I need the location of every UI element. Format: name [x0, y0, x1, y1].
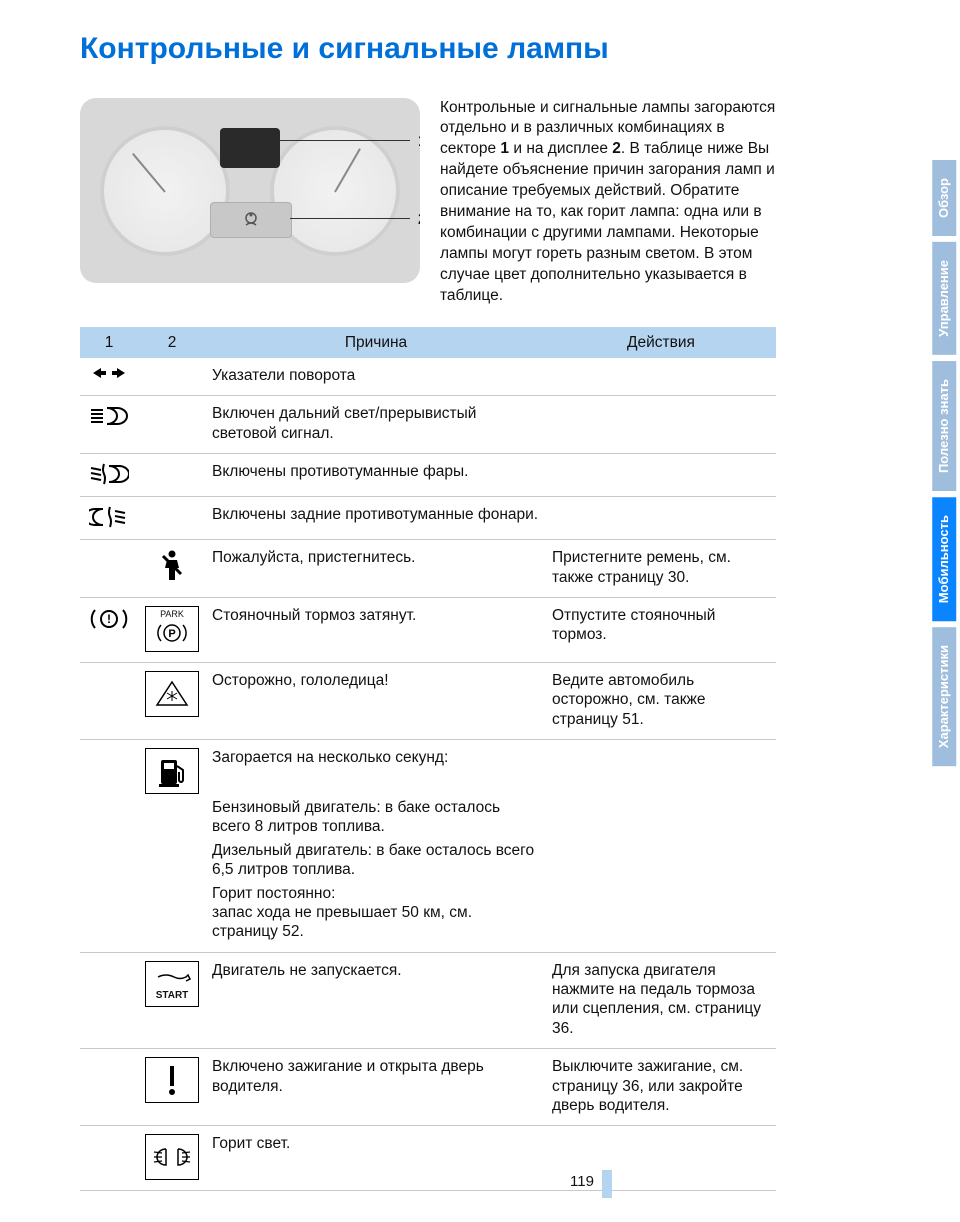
- action-cell: Отпустите стояночный тормоз.: [546, 597, 776, 662]
- cause-cell: Включено зажигание и открыта дверь водит…: [206, 1049, 546, 1126]
- action-cell: [546, 454, 776, 497]
- svg-text:P: P: [168, 628, 175, 640]
- page-number-accent: [602, 1170, 612, 1198]
- callout-2: 2: [418, 210, 420, 230]
- cause-cell: Включен дальний свет/прерывистый светово…: [206, 396, 546, 454]
- fuel-icon: [144, 748, 200, 794]
- th-col2: 2: [138, 327, 206, 358]
- brakewarn-icon: !: [86, 606, 132, 632]
- action-cell: Пристегните ремень, см. также страницу 3…: [546, 540, 776, 598]
- page-content: Контрольные и сигнальные лампы 1 2 MV040…: [0, 0, 876, 1191]
- ice-icon: [144, 671, 200, 717]
- section-tabs: Обзор Управление Полезно знать Мобильность Х…: [932, 160, 960, 772]
- th-cause: Причина: [206, 327, 546, 358]
- cause-cell: Горит свет.: [206, 1126, 546, 1191]
- table-row: Осторожно, гололедица!Ведите автомобиль …: [80, 662, 776, 739]
- section-tab[interactable]: Управление: [932, 242, 956, 355]
- page-number: 119: [570, 1173, 594, 1192]
- intro-row: 1 2 MV040380CMA Контрольные и сигнальные…: [80, 98, 776, 307]
- table-row: Пожалуйста, пристегнитесь.Пристегните ре…: [80, 540, 776, 598]
- th-col1: 1: [80, 327, 138, 358]
- table-row: Горит свет.: [80, 1126, 776, 1191]
- start-icon: START: [144, 961, 200, 1007]
- table-row: Бензиновый двигатель: в баке осталось вс…: [80, 796, 776, 839]
- page-title: Контрольные и сигнальные лампы: [80, 30, 776, 68]
- action-cell: Ведите автомобиль осторожно, см. также с…: [546, 662, 776, 739]
- excl-icon: [144, 1057, 200, 1103]
- callout-1: 1: [418, 132, 420, 152]
- cause-cell: Загорается на несколько секунд:: [206, 740, 546, 797]
- table-row: Включен дальний свет/прерывистый светово…: [80, 396, 776, 454]
- cause-cell: Горит постоянно: запас хода не превышает…: [206, 882, 546, 953]
- svg-text:!: !: [107, 612, 111, 626]
- fogrear-icon: [86, 505, 132, 529]
- section-tab[interactable]: Характеристики: [932, 627, 956, 766]
- cause-cell: Включены противотуманные фары.: [206, 454, 546, 497]
- seatbelt-icon: [144, 548, 200, 582]
- th-action: Действия: [546, 327, 776, 358]
- action-cell: [546, 497, 776, 540]
- table-row: Включено зажигание и открыта дверь водит…: [80, 1049, 776, 1126]
- table-row: Включены противотуманные фары.: [80, 454, 776, 497]
- cause-cell: Дизельный двигатель: в баке осталось все…: [206, 839, 546, 882]
- action-cell: [546, 740, 776, 797]
- instrument-cluster-figure: 1 2 MV040380CMA: [80, 98, 420, 283]
- action-cell: [546, 839, 776, 882]
- cause-cell: Включены задние противотуманные фонари.: [206, 497, 546, 540]
- cause-cell: Стояночный тормоз затянут.: [206, 597, 546, 662]
- table-row: Дизельный двигатель: в баке осталось все…: [80, 839, 776, 882]
- cause-cell: Осторожно, гололедица!: [206, 662, 546, 739]
- action-cell: [546, 882, 776, 953]
- park-icon: PARKP: [144, 606, 200, 652]
- table-row: Указатели поворота: [80, 358, 776, 396]
- cause-cell: Двигатель не запускается.: [206, 952, 546, 1049]
- action-cell: [546, 796, 776, 839]
- table-row: Горит постоянно: запас хода не превышает…: [80, 882, 776, 953]
- table-row: ! PARKPСтояночный тормоз затянут.Отпустит…: [80, 597, 776, 662]
- table-row: STARTДвигатель не запускается.Для запуск…: [80, 952, 776, 1049]
- lights-icon: [144, 1134, 200, 1180]
- turn-icon: [86, 366, 132, 380]
- warning-lamps-table: 1 2 Причина Действия Указатели поворотаВ…: [80, 327, 776, 1192]
- cause-cell: Бензиновый двигатель: в баке осталось вс…: [206, 796, 546, 839]
- intro-paragraph: Контрольные и сигнальные лампы загораютс…: [440, 98, 776, 307]
- action-cell: [546, 396, 776, 454]
- table-row: Загорается на несколько секунд:: [80, 740, 776, 797]
- section-tab[interactable]: Обзор: [932, 160, 956, 236]
- airbag-icon: [240, 211, 262, 229]
- action-cell: Выключите зажигание, см. страницу 36, ил…: [546, 1049, 776, 1126]
- cause-cell: Пожалуйста, пристегнитесь.: [206, 540, 546, 598]
- action-cell: [546, 358, 776, 396]
- fogfront-icon: [86, 462, 132, 486]
- highbeam-icon: [86, 404, 132, 428]
- table-row: Включены задние противотуманные фонари.: [80, 497, 776, 540]
- action-cell: Для запуска двигателя нажмите на педаль …: [546, 952, 776, 1049]
- table-header-row: 1 2 Причина Действия: [80, 327, 776, 358]
- section-tab[interactable]: Полезно знать: [932, 361, 956, 491]
- cause-cell: Указатели поворота: [206, 358, 546, 396]
- section-tab[interactable]: Мобильность: [932, 497, 956, 621]
